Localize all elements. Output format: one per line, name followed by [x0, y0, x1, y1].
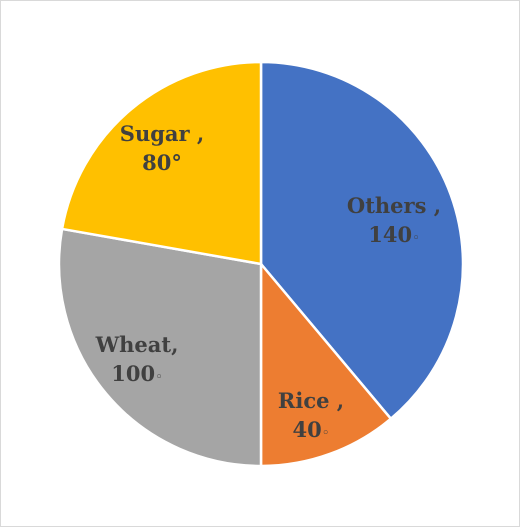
slice-label-line1: Wheat, — [95, 332, 179, 357]
slice-label-value: 80 — [142, 150, 171, 175]
slice-label-wheat: Wheat, 100◦ — [95, 332, 179, 386]
slice-label-degree: ◦ — [322, 426, 330, 441]
slice-label-value: 40 — [293, 417, 322, 442]
slice-label-rice: Rice , 40◦ — [278, 388, 344, 442]
slice-label-line1: Rice , — [278, 388, 344, 413]
pie-slice-rice — [259, 260, 393, 468]
slice-label-line1: Others , — [347, 193, 441, 218]
slice-label-line1: Sugar , — [120, 121, 204, 146]
pie-slice-wheat — [57, 227, 263, 468]
slice-label-value: 100 — [111, 361, 155, 386]
slice-label-degree: ◦ — [412, 231, 420, 246]
slice-label-value: 140 — [368, 222, 412, 247]
slice-label-others: Others , 140◦ — [347, 193, 441, 247]
slice-label-degree: ◦ — [155, 370, 163, 385]
pie-slice-others — [259, 60, 465, 421]
pie-slices — [57, 60, 465, 468]
slice-label-sugar: Sugar , 80° — [120, 121, 204, 175]
pie-slice-sugar — [60, 60, 263, 266]
slice-label-degree: ° — [171, 150, 182, 175]
pie-labels: Others , 140◦Rice , 40◦Wheat, 100◦Sugar , 80… — [95, 121, 441, 442]
